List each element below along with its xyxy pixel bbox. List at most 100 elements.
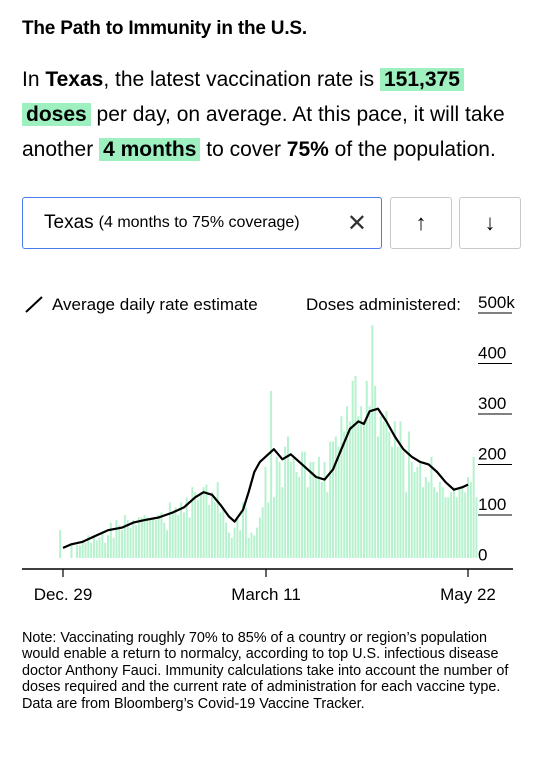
x-axis: Dec. 29 March 11 May 22 — [34, 569, 496, 604]
daily-dose-bar — [469, 482, 472, 558]
daily-dose-bar — [261, 507, 264, 558]
daily-dose-bar — [121, 530, 124, 558]
daily-dose-bar — [208, 504, 211, 558]
daily-dose-bar — [348, 421, 351, 558]
previous-location-button[interactable]: ↑ — [390, 197, 452, 249]
daily-dose-bar — [222, 507, 225, 558]
daily-dose-bar — [146, 517, 149, 558]
daily-dose-bar — [157, 514, 160, 558]
daily-dose-bar — [233, 527, 236, 558]
summary-p5: of the population. — [328, 138, 496, 161]
daily-dose-bar — [298, 477, 301, 558]
daily-dose-bar — [270, 391, 273, 558]
rate-value: 151,375 — [384, 68, 460, 91]
legend-label: Average daily rate estimate — [52, 295, 258, 314]
daily-dose-bar — [174, 507, 177, 558]
daily-dose-bar — [177, 514, 180, 558]
daily-dose-bar — [433, 487, 436, 558]
daily-dose-bar — [323, 461, 326, 558]
daily-dose-bar — [360, 406, 363, 558]
daily-dose-bar — [410, 461, 413, 558]
daily-dose-bar — [329, 441, 332, 558]
rate-unit-highlight: doses — [22, 103, 91, 126]
daily-dose-bar — [115, 520, 118, 558]
daily-dose-bar — [272, 497, 275, 558]
y-tick-label: 400 — [478, 344, 506, 363]
x-tick-label: Dec. 29 — [34, 585, 93, 604]
daily-dose-bar — [95, 540, 98, 558]
daily-dose-bar — [213, 502, 216, 558]
daily-dose-bar — [98, 537, 101, 558]
daily-dose-bar — [118, 525, 121, 558]
daily-dose-bar — [256, 527, 259, 558]
summary-p3: per day, on average. At this pace, it wi… — [22, 103, 505, 161]
time-highlight: 4 months — [99, 138, 201, 161]
daily-dose-bar — [317, 456, 320, 558]
daily-dose-bar — [211, 492, 214, 558]
daily-dose-bar — [202, 487, 205, 558]
daily-dose-bar — [464, 492, 467, 558]
daily-dose-bar — [140, 517, 143, 558]
daily-dose-bar — [309, 461, 312, 558]
daily-dose-bar — [391, 446, 394, 558]
selector-location: Texas — [44, 212, 94, 233]
daily-dose-bar — [87, 535, 90, 558]
daily-dose-bar — [154, 520, 157, 558]
chart-title: The Path to Immunity in the U.S. — [22, 18, 307, 39]
arrow-down-icon: ↓ — [484, 210, 496, 235]
daily-dose-bar — [92, 535, 95, 558]
daily-dose-bar — [438, 482, 441, 558]
daily-dose-bar — [399, 421, 402, 558]
x-tick-label: March 11 — [231, 585, 301, 604]
daily-dose-bar — [343, 431, 346, 558]
location-selector[interactable]: Texas (4 months to 75% coverage) ✕ — [22, 197, 382, 249]
daily-dose-bar — [275, 456, 278, 558]
footnote: Note: Vaccinating roughly 70% to 85% of … — [22, 630, 509, 712]
vaccination-chart: Average daily rate estimate Doses admini… — [22, 293, 515, 604]
daily-dose-bar — [326, 492, 329, 558]
daily-dose-bar — [182, 512, 185, 558]
daily-dose-bar — [379, 416, 382, 558]
daily-dose-bar — [284, 446, 287, 558]
daily-dose-bar — [185, 497, 188, 558]
daily-dose-bar — [230, 537, 233, 558]
daily-dose-bar — [405, 492, 408, 558]
daily-dose-bar — [194, 492, 197, 558]
daily-dose-bar — [351, 380, 354, 558]
daily-dose-bar — [444, 497, 447, 558]
daily-dose-bar — [163, 522, 166, 558]
daily-dose-bar — [289, 461, 292, 558]
daily-dose-bar — [340, 416, 343, 558]
daily-dose-bar — [225, 522, 228, 558]
daily-dose-bar — [247, 537, 250, 558]
y-axis: 500k 400 300 200 100 0 — [478, 293, 515, 565]
daily-dose-bar — [436, 492, 439, 558]
daily-dose-bar — [129, 527, 132, 558]
summary-location: Texas — [45, 68, 104, 91]
daily-dose-bar — [407, 431, 410, 558]
daily-dose-bar — [362, 421, 365, 558]
daily-dose-bar — [368, 406, 371, 558]
clear-icon[interactable]: ✕ — [346, 210, 367, 237]
daily-dose-bar — [371, 325, 374, 558]
daily-dose-bar — [171, 512, 174, 558]
daily-dose-bar — [382, 421, 385, 558]
y-tick-label: 300 — [478, 394, 506, 413]
daily-dose-bar — [455, 497, 458, 558]
daily-dose-bar — [101, 532, 104, 558]
y-tick-label: 200 — [478, 445, 506, 464]
daily-dose-bar — [188, 517, 191, 558]
daily-dose-bar — [104, 542, 107, 558]
daily-dose-bar — [81, 540, 84, 558]
rate-unit: doses — [26, 103, 87, 126]
daily-dose-bar — [135, 525, 138, 558]
next-location-button[interactable]: ↓ — [459, 197, 521, 249]
daily-dose-bar — [242, 502, 244, 558]
daily-dose-bar — [84, 542, 87, 558]
coverage-value: 75% — [286, 138, 329, 161]
daily-dose-bar — [264, 466, 267, 558]
daily-dose-bar — [236, 517, 239, 558]
daily-dose-bar — [430, 456, 433, 558]
daily-dose-bar — [427, 482, 430, 558]
y-tick-label: 100 — [478, 495, 506, 514]
